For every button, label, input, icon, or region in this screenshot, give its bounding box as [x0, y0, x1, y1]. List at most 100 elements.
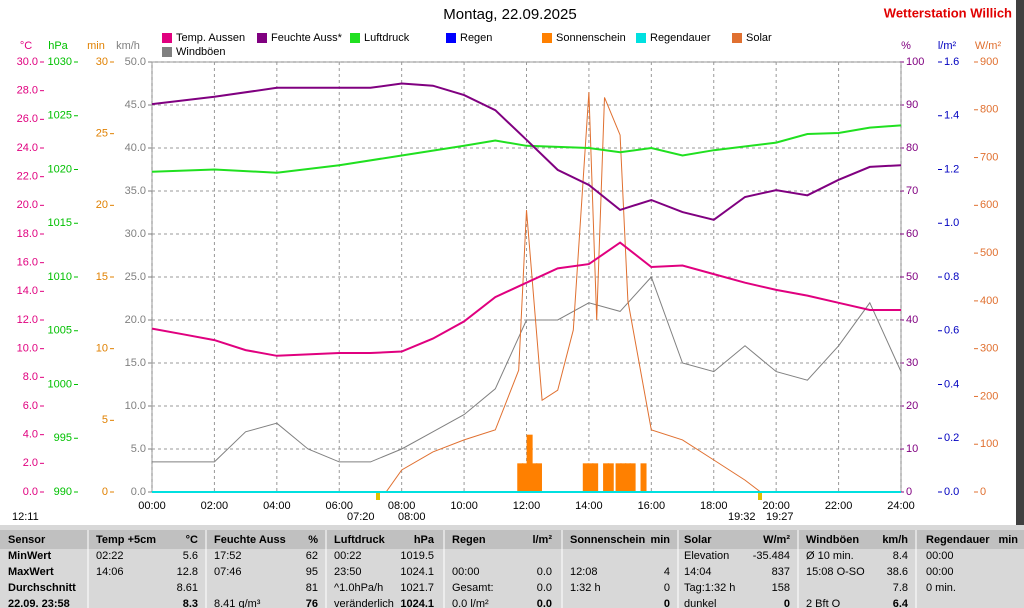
- y-tick-label: 4.0: [23, 429, 38, 441]
- table-header: Solar: [684, 534, 712, 546]
- y-tick-label: 2.0: [23, 457, 38, 469]
- y-tick-label: 300: [980, 343, 998, 355]
- table-cell: MaxWert: [8, 566, 54, 578]
- table-cell: 12.8: [177, 566, 198, 578]
- y-tick-label: 1.2: [944, 163, 959, 175]
- y-tick-label: 14.0: [17, 285, 38, 297]
- table-header: Sonnenschein: [570, 534, 645, 546]
- x-tick-label: 22:00: [825, 500, 853, 512]
- sunshine-bar: [607, 463, 614, 492]
- table-cell: 8.4: [893, 550, 908, 562]
- table-cell: 00:00: [452, 566, 480, 578]
- table-cell: 0.0: [537, 582, 552, 594]
- y-tick-label: 0: [980, 486, 986, 498]
- y-tick-label: 28.0: [17, 85, 38, 97]
- table-header: Temp +5cm: [96, 534, 156, 546]
- table-cell: 1024.1: [400, 598, 434, 608]
- table-cell: 76: [306, 598, 318, 608]
- table-header: %: [308, 534, 318, 546]
- y-tick-label: 700: [980, 151, 998, 163]
- time-annotation: 08:00: [398, 511, 426, 523]
- y-tick-label: 10: [906, 443, 918, 455]
- y-tick-label: 500: [980, 247, 998, 259]
- y-tick-label: 12.0: [17, 314, 38, 326]
- y-tick-label: 60: [906, 228, 918, 240]
- sunshine-bar: [629, 463, 636, 492]
- x-tick-label: 00:00: [138, 500, 166, 512]
- table-cell: 1021.7: [400, 582, 434, 594]
- sunshine-bar: [640, 463, 647, 492]
- table-cell: 00:22: [334, 550, 362, 562]
- y-tick-label: 1025: [48, 110, 72, 122]
- sunshine-bar: [592, 463, 599, 492]
- legend-label: Windböen: [176, 46, 226, 58]
- table-cell: 0.0 l/m²: [452, 598, 489, 608]
- table-cell: 1024.1: [400, 566, 434, 578]
- time-annotation: 12:11: [12, 511, 39, 523]
- y-tick-label: 30.0: [17, 56, 38, 68]
- table-cell: Tag:1:32 h: [684, 582, 735, 594]
- series-line: [151, 124, 902, 174]
- y-tick-label: 22.0: [17, 171, 38, 183]
- y-tick-label: 1030: [48, 56, 72, 68]
- table-cell: Gesamt:: [452, 582, 494, 594]
- table-cell: ^1.0hPa/h: [334, 582, 383, 594]
- y-tick-label: 200: [980, 390, 998, 402]
- y-tick-label: 1.4: [944, 110, 959, 122]
- axis-title: W/m²: [975, 40, 1002, 52]
- table-cell: 62: [306, 550, 318, 562]
- legend-swatch: [732, 33, 742, 43]
- series-line: [151, 241, 901, 357]
- table-cell: MinWert: [8, 550, 52, 562]
- sunrise-marker: [376, 492, 380, 500]
- table-cell: dunkel: [684, 598, 716, 608]
- legend-swatch: [636, 33, 646, 43]
- sunshine-bar: [587, 463, 594, 492]
- x-tick-label: 16:00: [638, 500, 666, 512]
- table-header: Luftdruck: [334, 534, 386, 546]
- time-annotation: 07:20: [347, 511, 375, 523]
- axis-title: °C: [20, 40, 32, 52]
- legend-label: Regendauer: [650, 32, 711, 44]
- table-header: Feuchte Auss: [214, 534, 286, 546]
- table-cell: 0: [664, 582, 670, 594]
- y-tick-label: 0: [102, 486, 108, 498]
- sunshine-bar: [531, 463, 538, 492]
- y-tick-label: 15: [96, 271, 108, 283]
- table-cell: 1019.5: [400, 550, 434, 562]
- y-tick-label: 0: [906, 486, 912, 498]
- sunshine-bar: [620, 463, 627, 492]
- table-header: min: [650, 534, 670, 546]
- y-tick-label: 1.0: [944, 217, 959, 229]
- table-cell: 15:08 O-SO: [806, 566, 865, 578]
- legend-swatch: [162, 47, 172, 57]
- y-tick-label: 1.6: [944, 56, 959, 68]
- table-cell: 12:08: [570, 566, 598, 578]
- axis-title: min: [87, 40, 105, 52]
- time-annotation: 19:32: [728, 511, 756, 523]
- table-cell: 7.8: [893, 582, 908, 594]
- y-tick-label: 30.0: [125, 228, 146, 240]
- y-tick-label: 600: [980, 199, 998, 211]
- table-cell: 6.4: [893, 598, 909, 608]
- y-tick-label: 5.0: [131, 443, 146, 455]
- x-tick-label: 24:00: [887, 500, 915, 512]
- legend-label: Luftdruck: [364, 32, 410, 44]
- y-tick-label: 15.0: [125, 357, 146, 369]
- y-tick-label: 400: [980, 295, 998, 307]
- table-header: Sensor: [8, 534, 46, 546]
- table-cell: 95: [306, 566, 318, 578]
- x-tick-label: 10:00: [450, 500, 478, 512]
- legend-swatch: [350, 33, 360, 43]
- x-tick-label: 18:00: [700, 500, 728, 512]
- table-header-background: [0, 530, 1024, 549]
- x-tick-label: 12:00: [513, 500, 541, 512]
- y-tick-label: 26.0: [17, 113, 38, 125]
- table-cell: 5.6: [183, 550, 198, 562]
- y-tick-label: 10: [96, 343, 108, 355]
- y-tick-label: 70: [906, 185, 918, 197]
- chart-title: Montag, 22.09.2025: [443, 6, 576, 23]
- table-header: Regendauer: [926, 534, 990, 546]
